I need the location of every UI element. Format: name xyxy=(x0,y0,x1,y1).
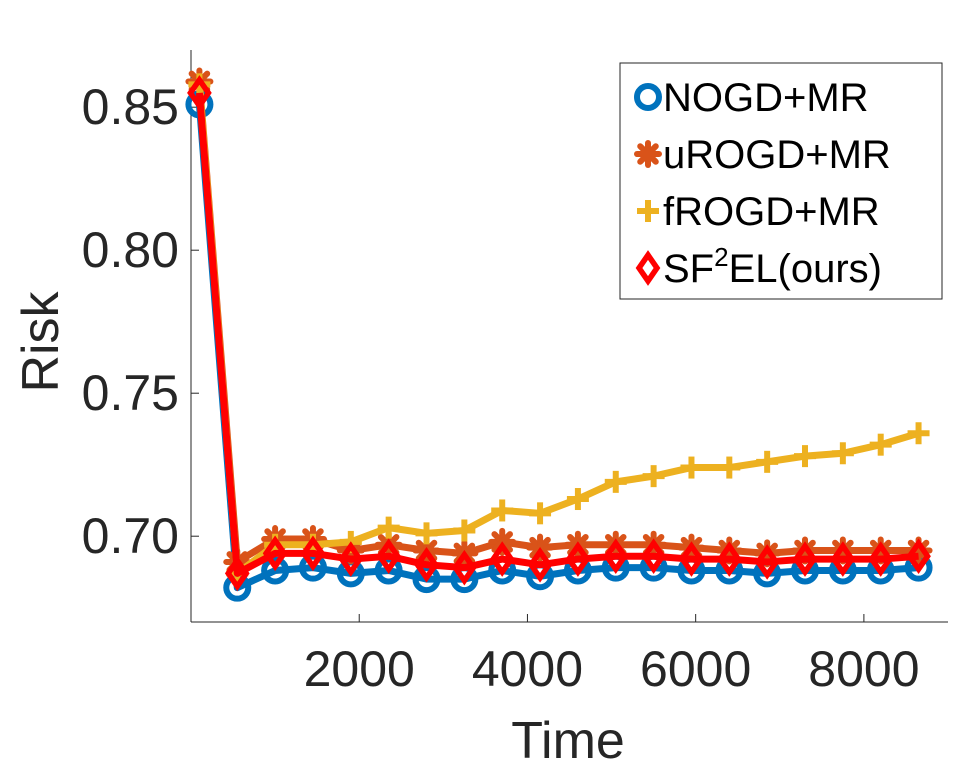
x-ticks: 2000 4000 6000 8000 xyxy=(304,614,920,697)
series-nogd-mr xyxy=(185,90,933,602)
data-point-marker xyxy=(262,535,288,572)
legend-entry: uROGD+MR xyxy=(634,133,891,177)
legend-box xyxy=(619,62,943,300)
legend-label: fROGD+MR xyxy=(663,190,880,234)
x-tick-label: 4000 xyxy=(472,641,583,697)
data-point-marker xyxy=(338,541,364,577)
data-point-marker xyxy=(869,433,892,456)
legend-label: SF2EL(ours) xyxy=(663,242,882,291)
y-tick-label: 0.70 xyxy=(82,508,179,564)
data-point-marker xyxy=(868,541,894,577)
data-point-marker xyxy=(566,488,589,511)
y-tick-label: 0.75 xyxy=(82,365,179,421)
data-point-marker xyxy=(907,422,930,445)
y-tick-label: 0.80 xyxy=(82,222,179,278)
data-point-marker xyxy=(794,445,817,468)
data-point-marker xyxy=(756,450,779,473)
data-point-marker xyxy=(453,519,476,542)
data-point-marker xyxy=(261,556,290,585)
data-point-marker xyxy=(489,541,515,577)
data-point-marker xyxy=(680,456,703,479)
data-point-marker xyxy=(906,538,931,575)
data-point-marker xyxy=(604,470,627,493)
data-point-marker xyxy=(300,535,326,572)
y-axis-label: Risk xyxy=(12,290,70,392)
legend-marker xyxy=(635,250,661,286)
data-point-marker xyxy=(641,538,666,575)
data-point-marker xyxy=(376,538,402,575)
data-point-marker xyxy=(491,499,514,522)
data-point-marker xyxy=(831,442,854,465)
x-tick-label: 8000 xyxy=(808,641,919,697)
data-point-marker xyxy=(718,456,741,479)
data-point-marker xyxy=(187,75,212,111)
data-point-marker xyxy=(224,555,250,592)
legend-entry: SF2EL(ours) xyxy=(635,242,882,291)
data-point-marker xyxy=(452,549,477,586)
series-layer xyxy=(185,67,933,602)
data-point-marker xyxy=(603,538,629,575)
data-point-marker xyxy=(527,546,553,583)
legend-entry: fROGD+MR xyxy=(637,190,880,234)
data-point-marker xyxy=(716,541,742,577)
y-tick-label: 0.85 xyxy=(82,79,179,135)
legend-label: NOGD+MR xyxy=(663,76,869,120)
y-ticks: 0.70 0.75 0.80 0.85 xyxy=(82,79,199,564)
legend-entry: NOGD+MR xyxy=(634,76,869,120)
axes xyxy=(190,50,948,623)
series-line xyxy=(195,104,919,592)
data-point-marker xyxy=(679,541,704,577)
data-point-marker xyxy=(565,541,591,577)
series-sf2el-ours xyxy=(187,75,931,592)
data-point-marker xyxy=(414,546,439,583)
x-tick-label: 6000 xyxy=(640,641,751,697)
data-point-marker xyxy=(642,465,665,488)
data-point-marker xyxy=(830,541,856,577)
legend-marker xyxy=(634,140,662,168)
x-tick-label: 2000 xyxy=(304,641,415,697)
legend-label: uROGD+MR xyxy=(663,133,891,177)
legend: NOGD+MR uROGD+MR fROGD+MR SF2EL(ours) xyxy=(619,62,943,300)
data-point-marker xyxy=(377,516,400,539)
data-point-marker xyxy=(415,522,438,545)
data-point-marker xyxy=(529,502,552,525)
legend-marker xyxy=(637,200,659,222)
legend-marker xyxy=(634,83,662,111)
data-point-marker xyxy=(754,544,780,580)
data-point-marker xyxy=(792,541,818,577)
x-axis-label: Time xyxy=(511,712,625,770)
